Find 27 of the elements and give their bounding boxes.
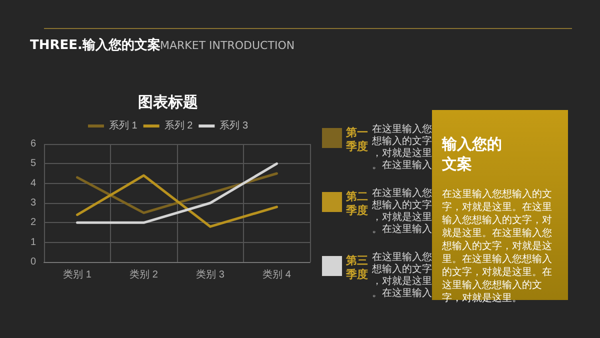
text: 第一季度 (346, 126, 369, 154)
text: 输入您的文案 (442, 134, 502, 174)
y-tick-label: 3 (30, 198, 36, 208)
text: THREE.输入您的文案 (30, 36, 160, 54)
line-series (76, 174, 278, 228)
text: 第二季度 (346, 190, 369, 218)
x-tick-label: 类别 4 (262, 268, 292, 280)
text: 在这里输入您想输入的文字，对就是这里。在这里输入 (372, 188, 433, 236)
legend-label: 系列 1 (108, 120, 138, 132)
legend-label: 系列 3 (220, 120, 248, 132)
text: 在这里输入您想输入的文字，对就是这里。在这里输入您想输入的文字，对就是这里。在这里输入您想输入的文字，对就是这里。在这里输入您想输入的文字，对就是这里。在这里输入您想输入的文字，对就是这里。 (442, 189, 552, 304)
x-tick-label: 类别 1 (63, 268, 92, 280)
y-tick-label: 6 (30, 138, 36, 150)
x-tick-label: 类别 2 (130, 268, 158, 280)
chart-title: 图表标题 (138, 94, 198, 111)
legend-label: 系列 2 (164, 120, 194, 132)
x-tick-label: 类别 3 (196, 268, 225, 280)
y-tick-label: 1 (30, 236, 36, 248)
y-tick-label: 2 (30, 217, 36, 228)
text: MARKET INTRODUCTION (160, 39, 295, 52)
y-tick-label: 5 (30, 158, 36, 170)
line-series (76, 172, 278, 214)
text: 在这里输入您想输入的文字，对就是这里。在这里输入 (372, 124, 433, 172)
text: 在这里输入您想输入的文字，对就是这里。在这里输入 (372, 252, 433, 300)
y-tick-label: 4 (30, 178, 36, 189)
text: 第三季度 (346, 254, 369, 282)
y-tick-label: 0 (30, 256, 36, 268)
